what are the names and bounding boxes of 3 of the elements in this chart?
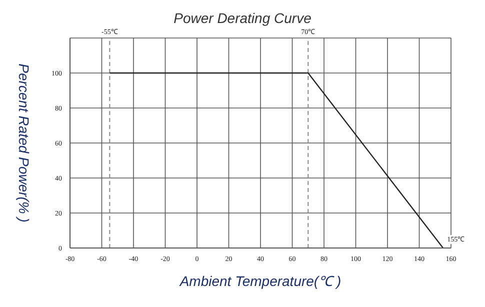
- y-axis-title: Percent Rated Power(% ): [16, 64, 32, 222]
- chart-title: Power Derating Curve: [172, 10, 312, 26]
- x-axis-title: Ambient Temperature(℃ ): [178, 273, 342, 289]
